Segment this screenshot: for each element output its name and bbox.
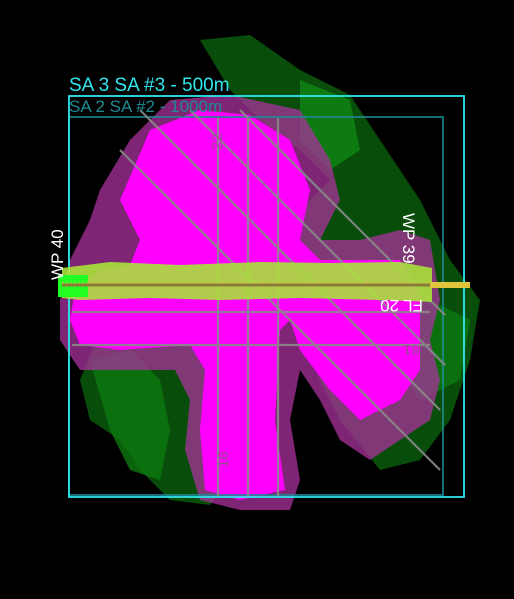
track-label: FL 20 bbox=[380, 296, 423, 315]
waypoint-39-label[interactable]: WP 39 bbox=[399, 213, 418, 264]
runway-number-81: 81 bbox=[403, 341, 420, 358]
search-area-2-label[interactable]: SA 2 SA #2 - 1000m bbox=[69, 97, 222, 116]
flight-grid bbox=[72, 109, 446, 496]
runway-number-16: 16 bbox=[215, 451, 232, 468]
coverage-area bbox=[60, 95, 440, 510]
runway-number-22: 22 bbox=[209, 133, 226, 150]
track-line bbox=[62, 282, 470, 288]
search-area-3-label[interactable]: SA 3 SA #3 - 500m bbox=[69, 75, 230, 96]
waypoint-40-label[interactable]: WP 40 bbox=[48, 229, 67, 280]
track-band bbox=[58, 262, 432, 302]
